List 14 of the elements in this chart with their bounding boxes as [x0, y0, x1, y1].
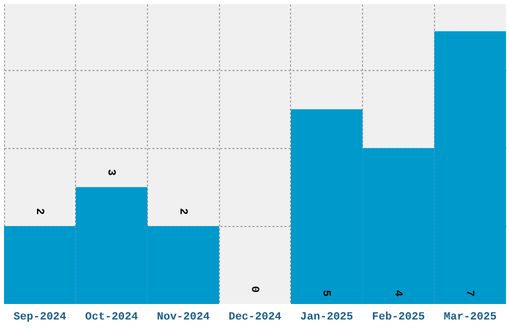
x-tick-label: Feb-2025	[372, 312, 426, 324]
x-tick-label: Jan-2025	[300, 312, 354, 324]
data-label: 2	[176, 208, 188, 215]
x-tick-label: Mar-2025	[444, 312, 497, 324]
x-tick-label: Oct-2024	[85, 312, 138, 324]
x-tick-label: Sep-2024	[13, 312, 67, 324]
data-label: 0	[248, 286, 260, 293]
data-label: 5	[320, 290, 332, 297]
data-label: 7	[463, 290, 476, 297]
x-tick-label: Nov-2024	[156, 312, 210, 324]
data-label: 2	[32, 208, 45, 215]
x-tick-label: Dec-2024	[228, 312, 282, 324]
data-label: 4	[391, 290, 404, 297]
data-label: 3	[104, 169, 117, 176]
